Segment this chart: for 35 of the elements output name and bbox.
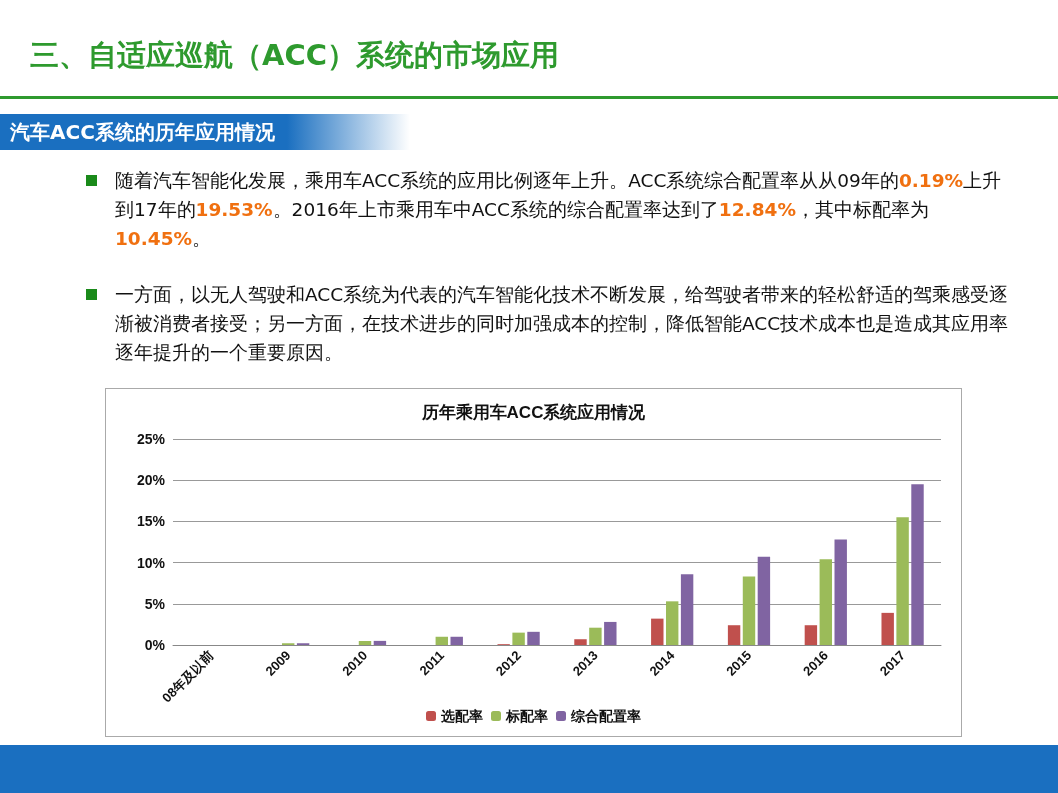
- bar: [881, 612, 894, 645]
- bar: [651, 618, 664, 645]
- legend-label: 选配率: [440, 708, 483, 724]
- y-tick-label: 20%: [136, 472, 166, 489]
- legend-label: 标配率: [505, 708, 548, 724]
- legend-label: 综合配置率: [570, 708, 641, 724]
- y-tick-label: 0%: [144, 637, 166, 653]
- bar: [373, 640, 387, 645]
- y-tick-label: 5%: [144, 595, 166, 612]
- bar: [757, 556, 771, 645]
- chart-title: 历年乘用车ACC系统应用情况: [420, 403, 647, 422]
- y-tick-label: 25%: [136, 431, 166, 447]
- bar: [604, 621, 617, 645]
- bar: [358, 640, 372, 645]
- bar: [435, 636, 449, 645]
- text: 一方面，以无人驾驶和ACC系统为代表的汽车智能化技术不断发展，给驾驶者带来的轻松舒适的驾乘感受逐渐被消费者接受；另一方面，在技术进步的同时加强成本的控制，降低智能ACC技术成本也是造成其应用率逐年提升的一个重要原因。: [115, 283, 1010, 365]
- bar: [512, 632, 525, 645]
- bar: [834, 539, 847, 645]
- y-tick-label: 15%: [136, 513, 166, 530]
- bar: [680, 574, 694, 645]
- bar: [527, 631, 540, 645]
- bar: [742, 576, 756, 645]
- bar: [911, 484, 924, 645]
- bar: [574, 639, 587, 645]
- text: 汽车ACC系统的历年应用情况: [0, 114, 410, 150]
- bar: [819, 559, 833, 645]
- chart-subtitle: 三、自适应巡航（ACC）系统的市场应用: [30, 37, 560, 74]
- bar: [804, 625, 818, 645]
- y-tick-label: 10%: [136, 554, 166, 571]
- bar: [727, 625, 741, 645]
- bar: [896, 517, 909, 645]
- bar: [665, 601, 679, 645]
- text: 随着汽车智能化发展，乘用车ACC系统的应用比例逐年上升。ACC系统综合配置率从从09年的0.19%上升到17年的19.53%。2016年上市乘用车中ACC系统的综合配置率达到了12.84%，其中标配率为10.45%。: [115, 170, 1002, 249]
- bar: [589, 627, 602, 645]
- bar: [450, 636, 463, 645]
